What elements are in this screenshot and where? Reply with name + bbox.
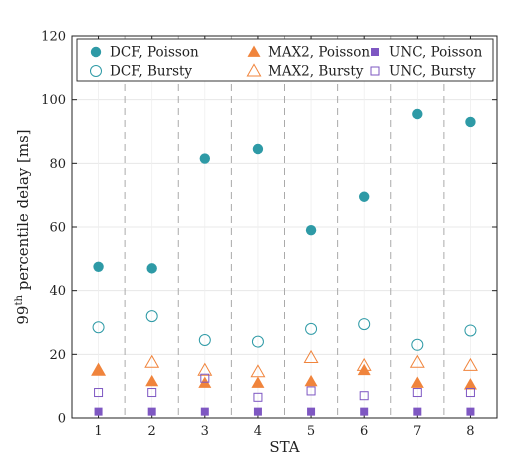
point-dcf-bursty [411, 338, 424, 351]
point-unc-bursty [306, 386, 316, 396]
point-dcf-poisson [412, 108, 423, 120]
point-max2-poisson [463, 378, 477, 390]
point-max2-poisson [357, 363, 371, 376]
point-unc-bursty [147, 388, 157, 398]
point-dcf-poisson [252, 143, 264, 155]
y-tick-label: 20 [49, 348, 66, 363]
point-dcf-bursty [305, 322, 318, 335]
plot-frame [71, 35, 498, 419]
legend-label-unc-poisson: UNC, Poisson [389, 45, 483, 61]
x-axis-label: STA [269, 438, 299, 456]
y-tick-label: 60 [49, 221, 66, 236]
point-dcf-bursty [198, 334, 211, 347]
point-dcf-poisson [465, 116, 476, 128]
legend-marker-unc-bursty [370, 66, 380, 76]
legend-marker-max2-bursty [246, 63, 262, 77]
point-max2-bursty [462, 357, 478, 371]
point-max2-poisson [251, 376, 265, 388]
legend-marker-dcf-poisson [90, 46, 102, 58]
point-unc-poisson [94, 407, 103, 416]
x-tick-label: 1 [94, 424, 102, 439]
x-tick-label: 2 [148, 424, 156, 439]
point-max2-bursty [409, 354, 425, 368]
point-dcf-bursty [251, 335, 264, 348]
point-unc-poisson [413, 407, 422, 416]
point-unc-poisson [466, 407, 475, 416]
legend-label-dcf-bursty: DCF, Bursty [110, 64, 192, 80]
x-tick-label: 3 [201, 424, 209, 439]
point-max2-bursty [144, 354, 160, 368]
y-tick-label: 0 [58, 412, 66, 427]
point-unc-poisson [360, 407, 369, 416]
point-unc-bursty [94, 388, 104, 398]
point-dcf-bursty [92, 321, 105, 334]
point-max2-poisson [410, 376, 424, 388]
point-dcf-poisson [305, 224, 317, 236]
point-unc-poisson [200, 407, 209, 416]
point-max2-poisson [304, 374, 318, 387]
x-tick-label: 5 [307, 424, 315, 439]
legend-label-max2-bursty: MAX2, Bursty [268, 64, 364, 80]
point-dcf-bursty [145, 310, 158, 323]
point-unc-poisson [147, 407, 156, 416]
x-tick-label: 7 [413, 424, 421, 439]
legend-marker-dcf-bursty [90, 65, 102, 77]
x-tick-label: 4 [254, 424, 262, 439]
y-tick-label: 120 [41, 30, 66, 45]
y-tick-label: 80 [49, 157, 66, 172]
point-max2-bursty [303, 349, 319, 363]
y-tick-label: 100 [41, 93, 66, 108]
point-dcf-bursty [358, 318, 371, 331]
sta-separators [124, 36, 445, 418]
point-unc-bursty [465, 388, 475, 398]
legend-marker-max2-poisson [247, 45, 261, 57]
point-dcf-poisson [93, 261, 104, 272]
point-unc-poisson [307, 407, 316, 416]
legend: DCF, Poisson DCF, Bursty MAX2, Poisson MAX2… [76, 38, 494, 82]
point-unc-poisson [253, 407, 262, 416]
point-unc-bursty [359, 391, 369, 401]
point-max2-poisson [92, 363, 106, 376]
legend-box [76, 38, 494, 82]
point-dcf-poisson [358, 191, 370, 202]
y-tick-label: 40 [49, 284, 66, 299]
y-axis-label-text: percentile delay [ms] [14, 129, 32, 295]
data-markers [91, 108, 478, 416]
y-axis-label-number: 99 [14, 306, 32, 325]
point-max2-bursty [356, 357, 372, 371]
legend-label-max2-poisson: MAX2, Poisson [268, 45, 370, 61]
x-tick-label: 8 [466, 424, 474, 439]
y-axis-label-superscript: th [14, 295, 25, 306]
point-max2-bursty [250, 364, 266, 378]
point-max2-bursty [91, 362, 107, 376]
point-dcf-poisson [199, 153, 211, 164]
point-dcf-bursty [464, 324, 477, 337]
x-tick-label: 6 [360, 424, 368, 439]
point-max2-poisson [145, 374, 159, 387]
point-dcf-poisson [146, 263, 157, 274]
point-unc-bursty [200, 373, 210, 383]
legend-label-unc-bursty: UNC, Bursty [389, 64, 476, 80]
point-unc-bursty [253, 392, 263, 402]
y-axis-label: 99th percentile delay [ms] [14, 129, 32, 324]
legend-label-dcf-poisson: DCF, Poisson [110, 45, 199, 61]
point-unc-bursty [412, 388, 422, 398]
legend-marker-unc-poisson [371, 48, 379, 56]
point-max2-bursty [197, 362, 213, 376]
